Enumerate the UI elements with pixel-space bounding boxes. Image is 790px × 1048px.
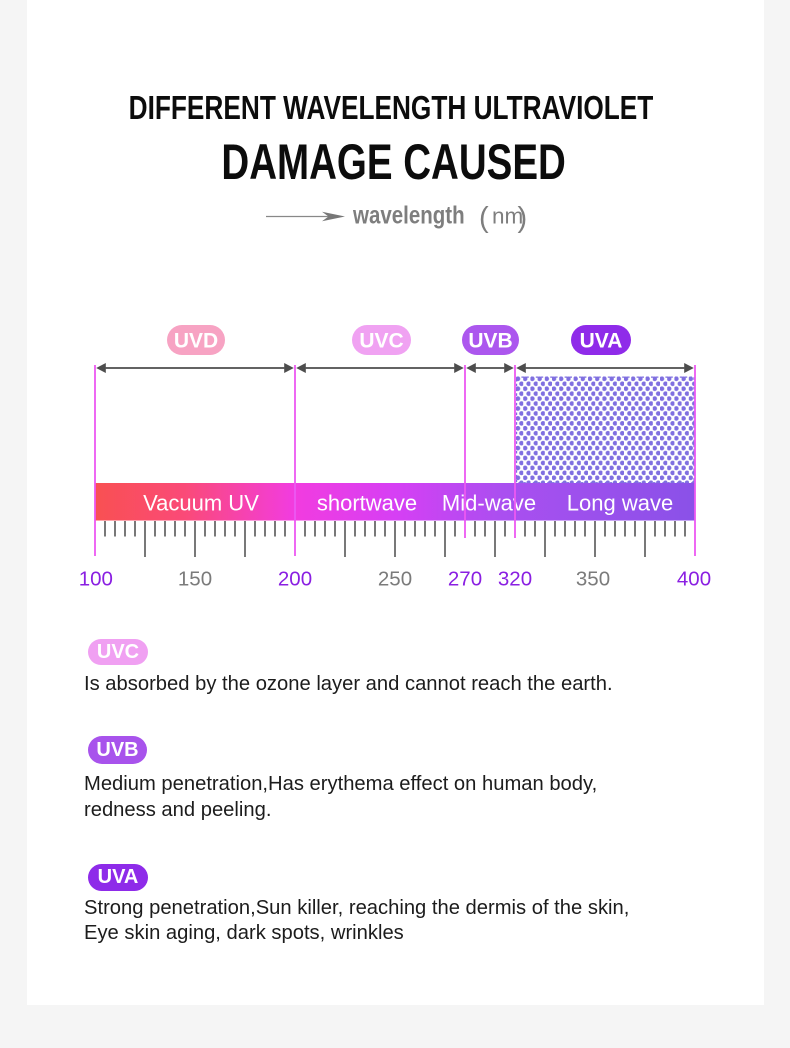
svg-text:UVB: UVB (468, 330, 512, 353)
svg-text:shortwave: shortwave (317, 491, 417, 516)
svg-text:Long wave: Long wave (567, 491, 673, 516)
svg-text:UVD: UVD (174, 330, 218, 353)
svg-text:320: 320 (498, 568, 532, 591)
svg-text:400: 400 (677, 568, 711, 591)
svg-text:200: 200 (278, 568, 312, 591)
svg-text:Vacuum UV: Vacuum UV (143, 491, 259, 516)
svg-text:250: 250 (378, 568, 412, 591)
svg-text:Mid-wave: Mid-wave (442, 491, 536, 516)
svg-text:UVA: UVA (580, 330, 623, 353)
svg-text:): ) (518, 202, 528, 234)
svg-text:wavelength: wavelength (352, 201, 465, 229)
svg-text:100: 100 (79, 568, 113, 591)
svg-text:(: ( (479, 202, 489, 234)
svg-text:270: 270 (448, 568, 482, 591)
svg-text:350: 350 (576, 568, 610, 591)
svg-text:UVC: UVC (359, 330, 403, 353)
svg-text:nm: nm (492, 204, 523, 229)
svg-text:150: 150 (178, 568, 212, 591)
